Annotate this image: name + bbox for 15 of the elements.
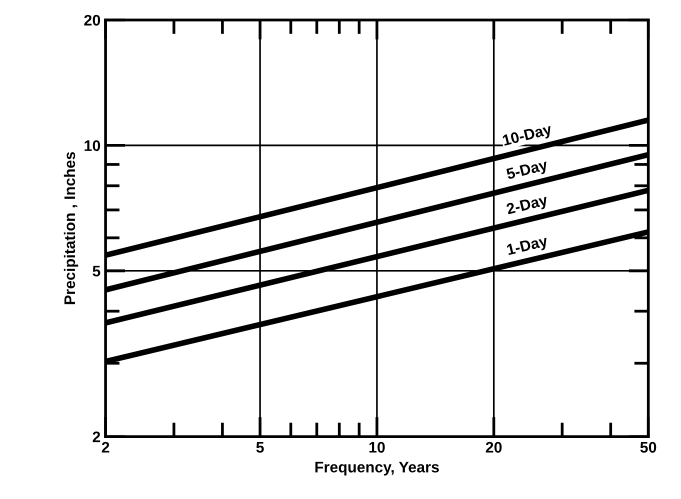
y-tick-label: 20	[84, 14, 100, 26]
x-tick-label: 20	[486, 442, 502, 453]
x-tick-label: 10	[369, 442, 385, 453]
y-axis-title: Precipitation , Inches	[64, 152, 78, 304]
text: 2-Day	[506, 194, 550, 218]
y-tick-label: 2	[92, 431, 100, 442]
x-tick-label: 2	[102, 442, 110, 453]
y-tick-label: 5	[92, 266, 100, 277]
text: 1-Day	[506, 235, 550, 258]
y-tick-label: 10	[84, 140, 100, 152]
text: 5-Day	[506, 159, 550, 182]
x-axis-title: Frequency, Years	[315, 462, 439, 476]
text: 10-Day	[502, 123, 554, 149]
x-tick-label: 5	[256, 442, 264, 453]
x-tick-label: 50	[640, 442, 656, 453]
